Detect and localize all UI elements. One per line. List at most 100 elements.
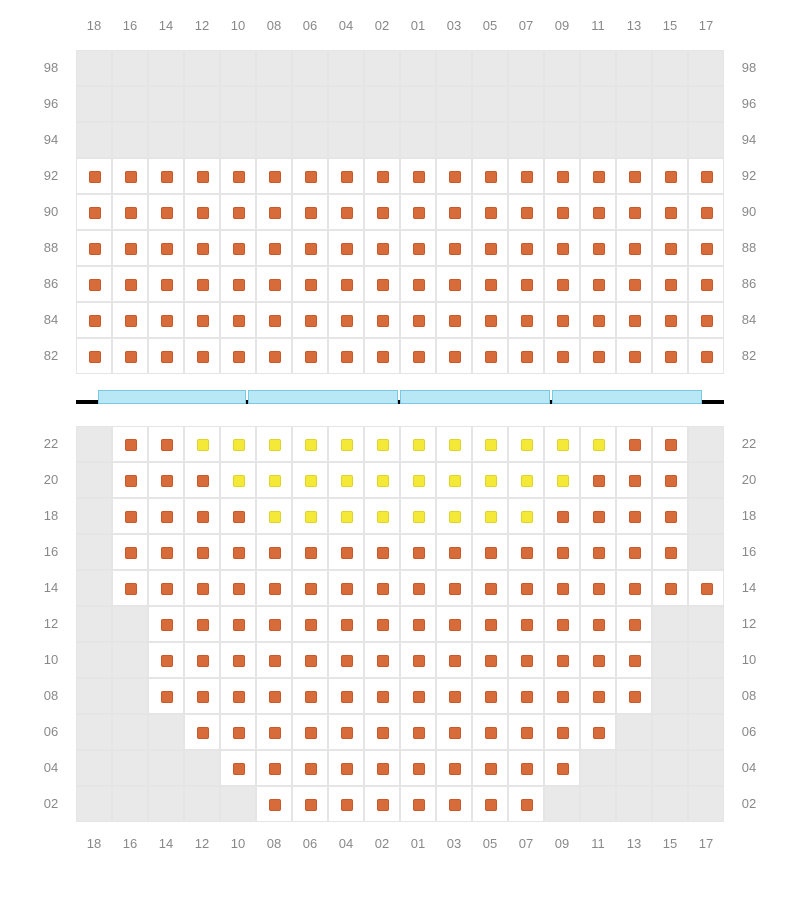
seat-cell[interactable] — [580, 678, 616, 714]
seat-cell[interactable] — [328, 714, 364, 750]
seat-cell[interactable] — [652, 534, 688, 570]
seat-cell[interactable] — [220, 642, 256, 678]
seat-cell[interactable] — [616, 534, 652, 570]
seat-cell[interactable] — [76, 158, 112, 194]
seat-cell[interactable] — [436, 534, 472, 570]
seat-cell[interactable] — [544, 338, 580, 374]
seat-cell[interactable] — [544, 714, 580, 750]
seat-cell[interactable] — [76, 230, 112, 266]
seat-cell[interactable] — [544, 606, 580, 642]
seat-cell[interactable] — [508, 194, 544, 230]
seat-cell[interactable] — [184, 714, 220, 750]
seat-cell[interactable] — [256, 714, 292, 750]
seat-cell[interactable] — [148, 426, 184, 462]
seat-cell[interactable] — [292, 266, 328, 302]
seat-cell[interactable] — [544, 534, 580, 570]
seat-cell[interactable] — [148, 230, 184, 266]
seat-cell[interactable] — [292, 158, 328, 194]
seat-cell[interactable] — [616, 338, 652, 374]
seat-cell[interactable] — [328, 606, 364, 642]
seat-cell[interactable] — [400, 606, 436, 642]
seat-cell[interactable] — [220, 498, 256, 534]
seat-cell[interactable] — [580, 498, 616, 534]
seat-cell[interactable] — [256, 678, 292, 714]
seat-cell[interactable] — [508, 462, 544, 498]
seat-cell[interactable] — [400, 498, 436, 534]
seat-cell[interactable] — [184, 338, 220, 374]
seat-cell[interactable] — [400, 462, 436, 498]
seat-cell[interactable] — [544, 642, 580, 678]
seat-cell[interactable] — [652, 338, 688, 374]
seat-cell[interactable] — [580, 462, 616, 498]
seat-cell[interactable] — [400, 642, 436, 678]
seat-cell[interactable] — [508, 266, 544, 302]
seat-cell[interactable] — [256, 498, 292, 534]
seat-cell[interactable] — [472, 750, 508, 786]
seat-cell[interactable] — [508, 302, 544, 338]
seat-cell[interactable] — [364, 158, 400, 194]
seat-cell[interactable] — [652, 158, 688, 194]
seat-cell[interactable] — [184, 498, 220, 534]
seat-cell[interactable] — [364, 230, 400, 266]
seat-cell[interactable] — [112, 194, 148, 230]
seat-cell[interactable] — [580, 266, 616, 302]
seat-cell[interactable] — [508, 642, 544, 678]
seat-cell[interactable] — [616, 498, 652, 534]
seat-cell[interactable] — [436, 302, 472, 338]
seat-cell[interactable] — [112, 302, 148, 338]
seat-cell[interactable] — [652, 426, 688, 462]
seat-cell[interactable] — [328, 338, 364, 374]
seat-cell[interactable] — [652, 462, 688, 498]
seat-cell[interactable] — [616, 266, 652, 302]
seat-cell[interactable] — [76, 266, 112, 302]
seat-cell[interactable] — [256, 786, 292, 822]
seat-cell[interactable] — [616, 302, 652, 338]
seat-cell[interactable] — [652, 230, 688, 266]
seat-cell[interactable] — [328, 426, 364, 462]
seat-cell[interactable] — [184, 534, 220, 570]
seat-cell[interactable] — [292, 498, 328, 534]
seat-cell[interactable] — [112, 498, 148, 534]
seat-cell[interactable] — [256, 750, 292, 786]
seat-cell[interactable] — [292, 426, 328, 462]
seat-cell[interactable] — [184, 678, 220, 714]
seat-cell[interactable] — [148, 498, 184, 534]
seat-cell[interactable] — [364, 266, 400, 302]
seat-cell[interactable] — [184, 606, 220, 642]
seat-cell[interactable] — [220, 426, 256, 462]
seat-cell[interactable] — [472, 714, 508, 750]
seat-cell[interactable] — [580, 194, 616, 230]
seat-cell[interactable] — [256, 606, 292, 642]
seat-cell[interactable] — [328, 194, 364, 230]
seat-cell[interactable] — [184, 642, 220, 678]
seat-cell[interactable] — [148, 534, 184, 570]
seat-cell[interactable] — [364, 498, 400, 534]
seat-cell[interactable] — [508, 534, 544, 570]
seat-cell[interactable] — [364, 678, 400, 714]
seat-cell[interactable] — [220, 158, 256, 194]
seat-cell[interactable] — [364, 194, 400, 230]
seat-cell[interactable] — [256, 534, 292, 570]
seat-cell[interactable] — [292, 570, 328, 606]
seat-cell[interactable] — [580, 338, 616, 374]
seat-cell[interactable] — [436, 498, 472, 534]
seat-cell[interactable] — [328, 158, 364, 194]
seat-cell[interactable] — [580, 302, 616, 338]
seat-cell[interactable] — [652, 498, 688, 534]
seat-cell[interactable] — [292, 714, 328, 750]
seat-cell[interactable] — [436, 266, 472, 302]
seat-cell[interactable] — [652, 266, 688, 302]
seat-cell[interactable] — [148, 266, 184, 302]
seat-cell[interactable] — [328, 678, 364, 714]
seat-cell[interactable] — [148, 194, 184, 230]
seat-cell[interactable] — [472, 642, 508, 678]
seat-cell[interactable] — [688, 266, 724, 302]
seat-cell[interactable] — [580, 158, 616, 194]
seat-cell[interactable] — [544, 266, 580, 302]
seat-cell[interactable] — [328, 642, 364, 678]
seat-cell[interactable] — [112, 534, 148, 570]
seat-cell[interactable] — [616, 606, 652, 642]
seat-cell[interactable] — [688, 194, 724, 230]
seat-cell[interactable] — [328, 230, 364, 266]
seat-cell[interactable] — [148, 678, 184, 714]
